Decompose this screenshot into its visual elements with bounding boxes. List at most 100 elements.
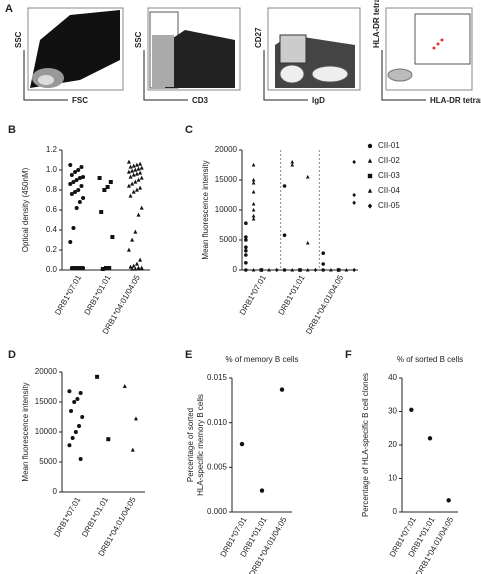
legend-marker bbox=[367, 173, 373, 179]
point bbox=[79, 165, 84, 169]
legend-marker bbox=[367, 143, 373, 149]
point bbox=[71, 226, 76, 230]
point bbox=[126, 183, 131, 188]
point bbox=[68, 240, 73, 244]
point bbox=[67, 443, 72, 448]
panel-label: A bbox=[5, 3, 13, 15]
point bbox=[122, 384, 127, 388]
y-tick-label: 15000 bbox=[215, 175, 238, 184]
y-tick-label: 0.010 bbox=[207, 418, 228, 427]
point bbox=[139, 165, 144, 170]
point bbox=[74, 266, 79, 270]
point bbox=[81, 266, 86, 270]
point bbox=[74, 178, 79, 182]
y-tick-label: 20000 bbox=[35, 367, 58, 376]
point bbox=[73, 170, 78, 174]
legend-marker bbox=[367, 158, 373, 163]
point bbox=[336, 268, 341, 272]
point bbox=[130, 168, 135, 173]
axis-arrow bbox=[143, 50, 188, 101]
y-tick-label: 10 bbox=[388, 474, 397, 483]
point bbox=[282, 233, 287, 237]
point bbox=[133, 229, 138, 234]
panel-label: C bbox=[185, 124, 193, 136]
point bbox=[352, 200, 356, 205]
point bbox=[80, 415, 85, 419]
y-tick-label: 5000 bbox=[39, 457, 57, 466]
legend-marker bbox=[367, 203, 373, 209]
point bbox=[139, 175, 144, 180]
y-tick-label: 0 bbox=[233, 265, 238, 274]
point bbox=[244, 253, 248, 257]
y-tick-label: 20 bbox=[388, 440, 397, 449]
axis-arrow bbox=[263, 50, 308, 101]
point bbox=[290, 267, 295, 272]
point bbox=[136, 265, 141, 270]
x-tick-label: DRB1*01:01 bbox=[277, 273, 307, 316]
point bbox=[76, 168, 81, 172]
point bbox=[244, 249, 248, 253]
point bbox=[275, 267, 279, 273]
point bbox=[139, 265, 144, 270]
point bbox=[446, 498, 451, 503]
legend-label: CII-02 bbox=[378, 156, 400, 165]
point bbox=[352, 192, 356, 198]
y-tick-label: 0.6 bbox=[46, 205, 58, 214]
legend-label: CII-04 bbox=[378, 186, 400, 195]
point bbox=[77, 424, 82, 428]
point bbox=[138, 257, 143, 262]
axis-arrow bbox=[23, 50, 68, 101]
point bbox=[68, 163, 73, 167]
x-axis-label: IgD bbox=[312, 96, 325, 105]
point bbox=[99, 210, 104, 214]
point bbox=[138, 170, 143, 175]
y-axis-label: Percentage of sorted bbox=[186, 408, 195, 482]
legend-label: CII-05 bbox=[378, 201, 400, 210]
point bbox=[259, 268, 264, 272]
point bbox=[75, 397, 80, 401]
point bbox=[251, 180, 256, 185]
point bbox=[133, 416, 138, 421]
point bbox=[130, 266, 135, 271]
point bbox=[290, 162, 295, 167]
y-axis-label: HLA-specific memory B cells bbox=[196, 394, 205, 496]
point bbox=[239, 441, 245, 447]
axis-arrow bbox=[381, 50, 426, 101]
x-tick-label: DRB1*04:01/04:05 bbox=[304, 273, 345, 336]
point bbox=[78, 391, 83, 395]
point bbox=[68, 182, 73, 186]
y-tick-label: 1.2 bbox=[46, 145, 58, 154]
point bbox=[131, 172, 136, 177]
y-axis-label: Percentage of HLA-specific B cell clones bbox=[361, 373, 370, 517]
point bbox=[110, 235, 115, 239]
point bbox=[134, 187, 139, 192]
point bbox=[126, 247, 131, 252]
point bbox=[128, 164, 133, 169]
panel-label: D bbox=[8, 349, 16, 361]
point bbox=[79, 184, 84, 188]
y-tick-label: 15000 bbox=[35, 397, 58, 406]
point bbox=[321, 268, 326, 272]
point bbox=[104, 266, 108, 270]
x-axis-label: HLA-DR tetramer bbox=[430, 96, 481, 105]
point bbox=[352, 267, 356, 273]
y-axis-label: SSC bbox=[14, 31, 23, 48]
y-axis-label: Mean fluorescence intensity bbox=[201, 160, 210, 259]
y-tick-label: 10000 bbox=[35, 427, 58, 436]
flow-plot bbox=[385, 7, 473, 91]
chart-title: % of memory B cells bbox=[226, 355, 299, 364]
point bbox=[108, 180, 113, 184]
y-tick-label: 0.8 bbox=[46, 185, 58, 194]
point bbox=[69, 192, 74, 196]
y-tick-label: 20000 bbox=[215, 145, 238, 154]
point bbox=[244, 221, 248, 225]
legend-marker bbox=[367, 188, 373, 193]
point bbox=[71, 180, 76, 184]
point bbox=[251, 216, 256, 221]
flow-plot bbox=[27, 7, 124, 91]
point bbox=[251, 267, 256, 272]
point bbox=[259, 488, 265, 493]
point bbox=[74, 206, 79, 210]
point bbox=[305, 174, 310, 179]
